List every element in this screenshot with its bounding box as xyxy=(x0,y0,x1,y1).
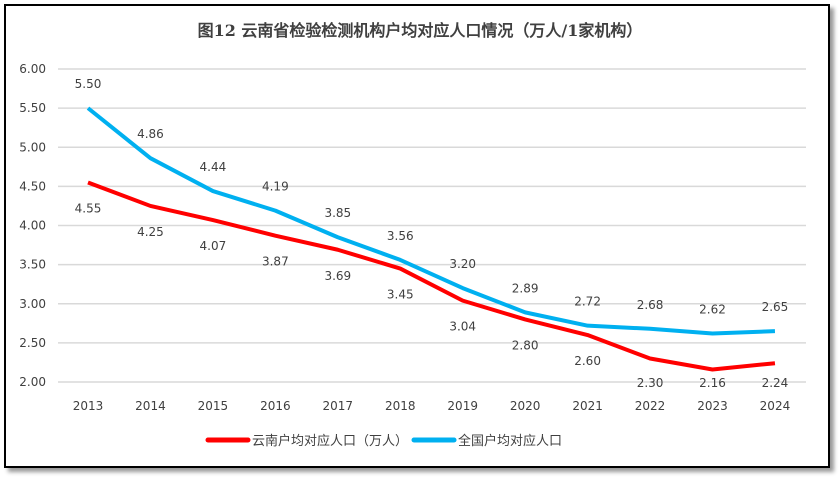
data-label: 2.72 xyxy=(574,295,601,309)
data-label: 2.30 xyxy=(637,376,664,390)
data-label: 2.68 xyxy=(637,298,664,312)
legend-label: 云南户均对应人口（万人） xyxy=(252,433,408,449)
data-label: 2.24 xyxy=(762,376,789,390)
x-tick-label: 2021 xyxy=(572,399,603,413)
data-label: 3.56 xyxy=(387,229,414,243)
data-label: 2.89 xyxy=(512,281,539,295)
data-label: 2.16 xyxy=(699,376,726,390)
x-tick-label: 2017 xyxy=(323,399,354,413)
data-label: 2.80 xyxy=(512,338,539,352)
data-label: 4.55 xyxy=(75,201,102,215)
x-tick-label: 2020 xyxy=(510,399,541,413)
y-tick-label: 2.00 xyxy=(19,375,46,389)
x-tick-label: 2019 xyxy=(447,399,478,413)
data-label: 4.25 xyxy=(137,225,164,239)
x-tick-label: 2022 xyxy=(635,399,666,413)
data-label: 2.62 xyxy=(699,302,726,316)
chart-frame xyxy=(4,4,830,468)
x-tick-label: 2016 xyxy=(260,399,291,413)
x-tick-label: 2024 xyxy=(760,399,791,413)
series-line-0 xyxy=(87,180,776,372)
data-label: 4.07 xyxy=(200,239,227,253)
data-label: 4.19 xyxy=(262,180,289,194)
data-label: 3.04 xyxy=(449,320,476,334)
chart-title: 图12 云南省检验检测机构户均对应人口情况（万人/1家机构） xyxy=(198,21,643,40)
y-tick-label: 3.00 xyxy=(19,297,46,311)
series-line-1 xyxy=(86,106,776,336)
data-label: 4.44 xyxy=(200,160,227,174)
data-label: 5.50 xyxy=(75,77,102,91)
data-label: 2.60 xyxy=(574,354,601,368)
y-tick-label: 2.50 xyxy=(19,336,46,350)
x-tick-label: 2014 xyxy=(135,399,166,413)
data-label: 4.86 xyxy=(137,127,164,141)
y-tick-label: 3.50 xyxy=(19,258,46,272)
data-label: 2.65 xyxy=(762,300,789,314)
x-tick-label: 2015 xyxy=(198,399,229,413)
y-tick-label: 6.00 xyxy=(19,62,46,76)
y-tick-label: 5.50 xyxy=(19,101,46,115)
legend-label: 全国户均对应人口 xyxy=(458,433,562,449)
data-label: 3.45 xyxy=(387,288,414,302)
data-label: 3.87 xyxy=(262,255,289,269)
y-tick-label: 4.00 xyxy=(19,219,46,233)
data-label: 3.69 xyxy=(324,269,351,283)
y-tick-label: 5.00 xyxy=(19,140,46,154)
data-label: 3.85 xyxy=(324,206,351,220)
x-tick-label: 2013 xyxy=(73,399,104,413)
data-label: 3.20 xyxy=(449,257,476,271)
x-tick-label: 2018 xyxy=(385,399,416,413)
y-tick-label: 4.50 xyxy=(19,179,46,193)
x-tick-label: 2023 xyxy=(697,399,728,413)
